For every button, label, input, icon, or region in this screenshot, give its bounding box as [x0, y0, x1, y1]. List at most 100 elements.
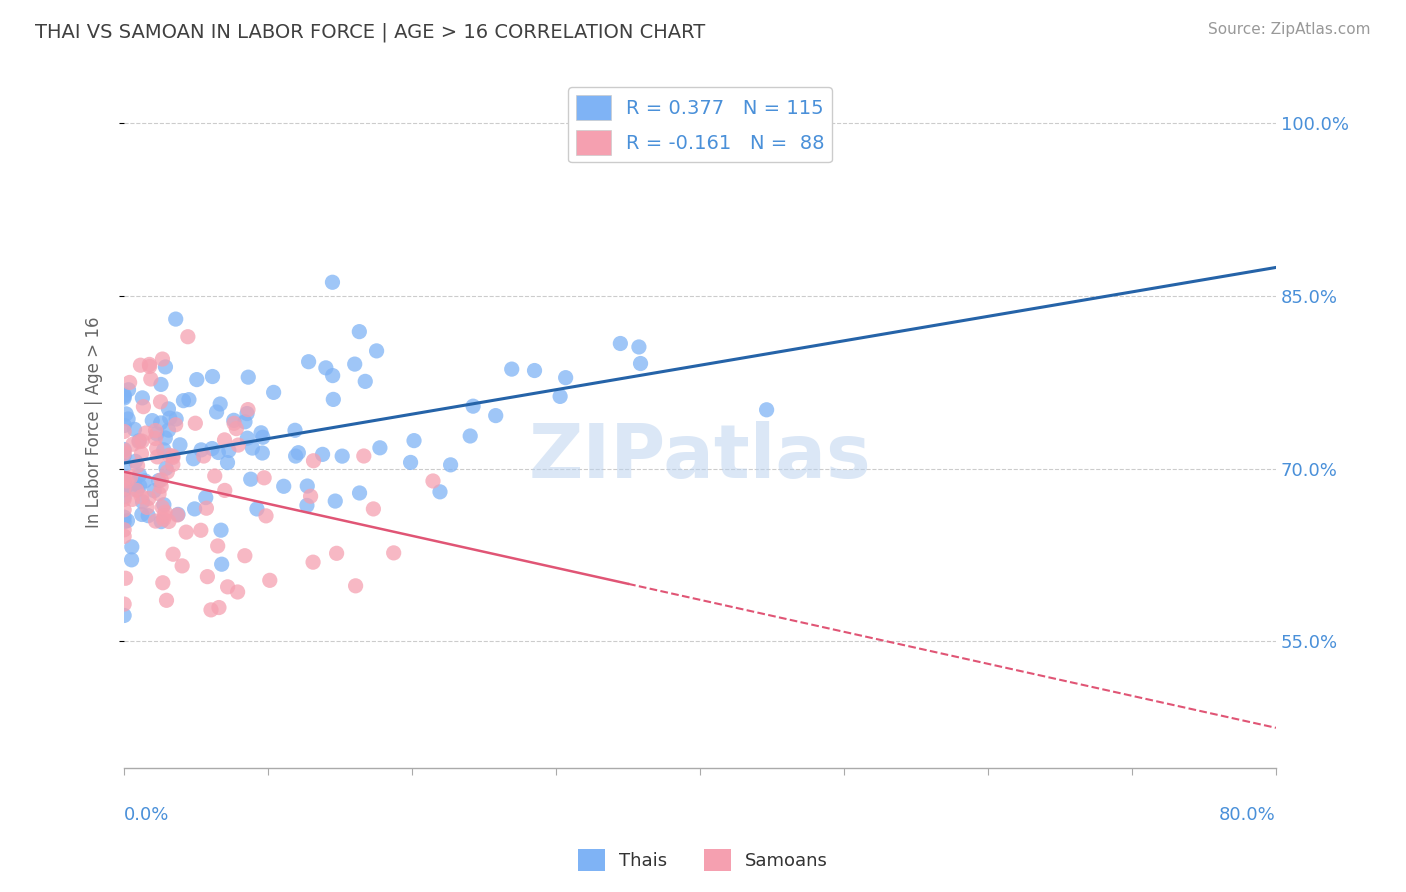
Point — [131, 447, 153, 461]
Point — [157, 448, 180, 462]
Point — [150, 515, 173, 529]
Point — [554, 370, 576, 384]
Point — [155, 359, 177, 374]
Point — [461, 399, 484, 413]
Point — [184, 416, 207, 430]
Point — [177, 392, 200, 407]
Legend: R = 0.377   N = 115, R = -0.161   N =  88: R = 0.377 N = 115, R = -0.161 N = 88 — [568, 87, 832, 162]
Point — [112, 523, 135, 537]
Point — [458, 429, 481, 443]
Point — [382, 546, 405, 560]
Point — [155, 461, 177, 475]
Point — [112, 449, 135, 463]
Point — [155, 431, 177, 445]
Point — [145, 424, 167, 438]
Point — [162, 449, 184, 463]
Point — [120, 470, 142, 484]
Point — [172, 393, 194, 408]
Point — [165, 412, 187, 426]
Point — [112, 481, 135, 495]
Point — [128, 479, 150, 493]
Point — [114, 571, 136, 585]
Point — [134, 474, 156, 488]
Point — [121, 540, 143, 554]
Point — [218, 443, 240, 458]
Point — [422, 474, 444, 488]
Point — [146, 426, 169, 441]
Point — [162, 450, 184, 465]
Point — [287, 446, 309, 460]
Point — [201, 369, 224, 384]
Point — [121, 492, 143, 507]
Point — [136, 508, 159, 523]
Point — [152, 512, 174, 526]
Point — [250, 425, 273, 440]
Point — [124, 454, 146, 468]
Point — [131, 495, 153, 509]
Point — [136, 500, 159, 515]
Point — [112, 442, 135, 457]
Point — [183, 451, 205, 466]
Point — [135, 425, 157, 440]
Point — [112, 492, 135, 507]
Point — [131, 508, 153, 522]
Point — [349, 486, 371, 500]
Point — [236, 402, 259, 417]
Point — [172, 558, 194, 573]
Text: Source: ZipAtlas.com: Source: ZipAtlas.com — [1208, 22, 1371, 37]
Point — [157, 423, 180, 437]
Point — [112, 391, 135, 405]
Y-axis label: In Labor Force | Age > 16: In Labor Force | Age > 16 — [86, 317, 103, 528]
Point — [148, 474, 170, 488]
Point — [157, 401, 180, 416]
Point — [217, 580, 239, 594]
Point — [129, 358, 152, 372]
Point — [112, 510, 135, 524]
Point — [238, 370, 260, 384]
Point — [253, 471, 276, 485]
Point — [127, 483, 149, 497]
Point — [246, 502, 269, 516]
Point — [112, 503, 135, 517]
Point — [315, 360, 337, 375]
Point — [112, 475, 135, 490]
Point — [297, 355, 319, 369]
Point — [186, 373, 208, 387]
Point — [127, 458, 149, 473]
Point — [112, 515, 135, 529]
Point — [112, 425, 135, 439]
Point — [630, 357, 652, 371]
Point — [226, 585, 249, 599]
Point — [233, 415, 256, 429]
Point — [311, 447, 333, 461]
Point — [149, 416, 172, 430]
Point — [208, 600, 231, 615]
Point — [149, 394, 172, 409]
Point — [263, 385, 285, 400]
Point — [321, 275, 343, 289]
Point — [190, 442, 212, 457]
Point — [353, 449, 375, 463]
Point — [363, 502, 385, 516]
Point — [117, 412, 139, 426]
Point — [153, 442, 176, 457]
Point — [152, 352, 174, 367]
Point — [302, 555, 325, 569]
Point — [344, 579, 367, 593]
Point — [217, 456, 239, 470]
Point — [222, 413, 245, 427]
Point — [165, 312, 187, 326]
Point — [117, 383, 139, 397]
Point — [112, 483, 135, 497]
Point — [115, 474, 138, 488]
Point — [139, 372, 162, 386]
Point — [166, 508, 188, 522]
Point — [146, 450, 169, 464]
Point — [207, 445, 229, 459]
Point — [162, 547, 184, 561]
Point — [193, 449, 215, 463]
Point — [194, 491, 217, 505]
Point — [214, 433, 236, 447]
Point — [115, 407, 138, 421]
Point — [143, 483, 166, 498]
